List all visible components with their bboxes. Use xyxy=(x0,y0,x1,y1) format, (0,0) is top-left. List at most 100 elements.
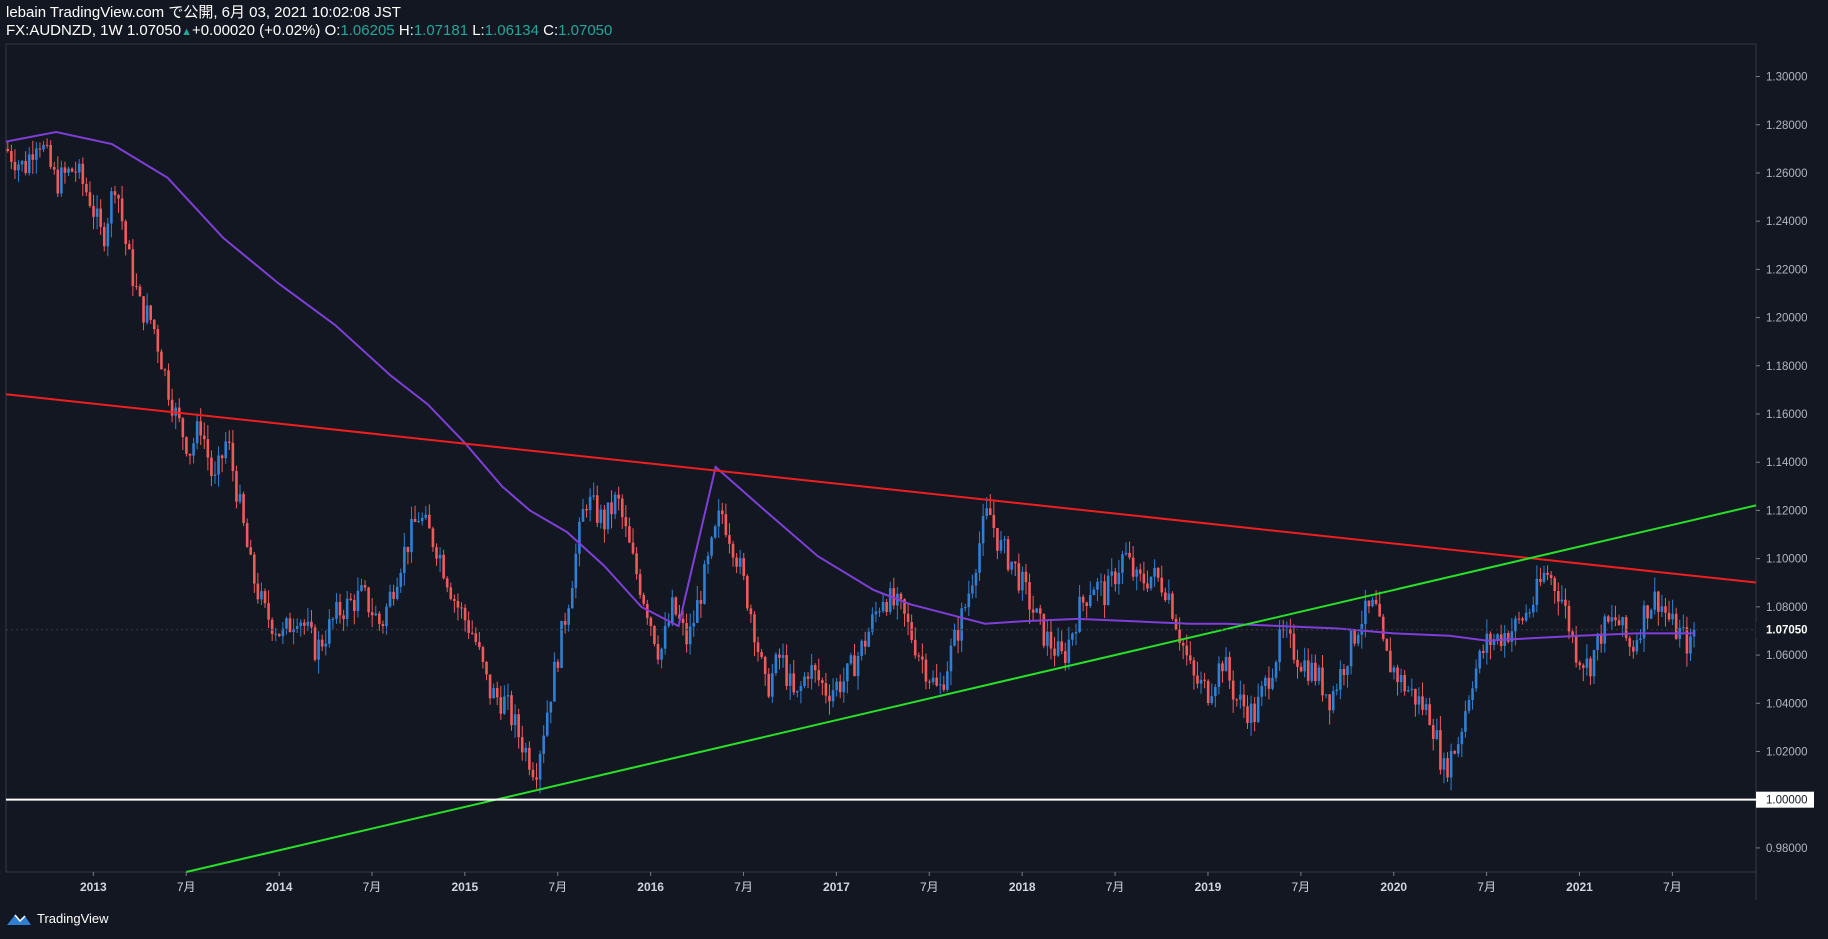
candle xyxy=(81,157,85,197)
candle xyxy=(513,704,517,738)
candle xyxy=(1321,655,1324,702)
time-tick-label: 2016 xyxy=(637,880,664,894)
candle xyxy=(410,506,413,563)
candle xyxy=(860,639,863,661)
time-tick-label: 7月 xyxy=(1477,880,1496,894)
time-tick-label: 7月 xyxy=(1106,880,1125,894)
candle xyxy=(610,490,613,529)
candle xyxy=(1439,715,1442,775)
candle xyxy=(299,619,303,637)
candle xyxy=(1171,591,1174,621)
price-axis[interactable]: 0.98000 1.02000 1.04000 1.06000 1.08000 1.100… xyxy=(1756,72,1808,855)
candle xyxy=(1271,668,1274,691)
candle xyxy=(156,324,160,364)
candle xyxy=(1510,618,1514,652)
candle xyxy=(578,517,581,567)
candle xyxy=(510,690,513,731)
up-arrow-icon: ▲ xyxy=(181,26,192,38)
price-tick-label: 1.04000 xyxy=(1766,698,1808,710)
time-tick: 2021 xyxy=(1566,872,1593,894)
candle xyxy=(1038,604,1042,625)
candle xyxy=(1474,659,1478,692)
candle xyxy=(235,465,238,509)
candle xyxy=(1435,718,1439,741)
candle xyxy=(1246,695,1249,729)
candle xyxy=(1574,626,1578,668)
candle xyxy=(1635,633,1639,655)
candle xyxy=(49,140,52,170)
candle xyxy=(270,617,274,641)
candle xyxy=(1278,620,1281,671)
candle xyxy=(1289,618,1292,648)
high-label: H: xyxy=(398,22,414,39)
candle xyxy=(846,662,849,694)
support-trendline[interactable] xyxy=(185,504,1757,873)
candle xyxy=(160,349,163,370)
candle xyxy=(481,645,485,669)
candle xyxy=(242,491,245,526)
candle xyxy=(867,627,871,648)
candle xyxy=(1003,535,1006,554)
candle xyxy=(896,586,899,620)
candle xyxy=(227,430,231,451)
candle xyxy=(135,273,138,290)
time-tick: 7月 xyxy=(920,872,939,894)
candle xyxy=(803,672,806,689)
candle xyxy=(1374,590,1378,606)
price-tick-label: 1.16000 xyxy=(1766,409,1808,421)
candle xyxy=(928,679,931,689)
candle xyxy=(445,576,449,593)
candle xyxy=(1128,541,1131,560)
candle xyxy=(717,498,721,538)
tradingview-brand[interactable]: TradingView xyxy=(6,911,109,926)
price-tick: 1.16000 xyxy=(1756,409,1808,421)
price-tick-label: 1.30000 xyxy=(1766,72,1808,84)
candle xyxy=(645,599,649,625)
candle xyxy=(713,524,717,540)
candle xyxy=(1449,743,1453,791)
time-tick-label: 7月 xyxy=(548,880,567,894)
candle xyxy=(1356,632,1360,647)
candle xyxy=(474,627,478,646)
moving-average-line xyxy=(5,130,1695,642)
candle xyxy=(985,497,988,520)
candle xyxy=(1071,632,1074,646)
price-chart[interactable]: 0.98000 1.02000 1.04000 1.06000 1.08000 1.100… xyxy=(0,0,1828,900)
candle xyxy=(192,437,195,464)
price-tick: 0.98000 xyxy=(1756,843,1808,855)
candle xyxy=(638,568,642,599)
symbol-label: FX:AUDNZD, 1W 1.07050 xyxy=(6,22,182,39)
candle xyxy=(1467,695,1471,714)
candle xyxy=(392,584,395,606)
resistance-trendline[interactable] xyxy=(5,393,1757,584)
candle xyxy=(828,684,831,715)
candle xyxy=(1589,656,1592,686)
candle xyxy=(281,622,285,645)
candle xyxy=(38,142,42,158)
price-tick: 1.28000 xyxy=(1756,120,1808,132)
candle xyxy=(167,363,170,406)
candle xyxy=(1485,619,1489,665)
candle xyxy=(56,156,60,197)
candle xyxy=(628,517,631,544)
candle xyxy=(485,660,488,681)
candle xyxy=(74,161,77,182)
candle xyxy=(520,725,524,761)
candle xyxy=(1392,665,1396,680)
candle xyxy=(195,413,199,450)
candle xyxy=(1528,608,1532,618)
candle xyxy=(1471,681,1474,710)
candle xyxy=(735,553,738,573)
candle xyxy=(1081,594,1085,612)
candle xyxy=(1164,587,1167,603)
time-tick-label: 2019 xyxy=(1195,880,1222,894)
candle xyxy=(1078,585,1081,634)
candle xyxy=(17,160,20,182)
candle xyxy=(1492,634,1496,651)
candle xyxy=(1667,600,1671,622)
candle xyxy=(756,636,760,662)
candle xyxy=(531,762,535,781)
time-axis[interactable]: 2013 7月 2014 7月 2015 7月 2016 7月 2017 7月 2018 7月 2019… xyxy=(80,872,1682,894)
candle xyxy=(560,620,563,669)
candle xyxy=(1138,563,1142,582)
